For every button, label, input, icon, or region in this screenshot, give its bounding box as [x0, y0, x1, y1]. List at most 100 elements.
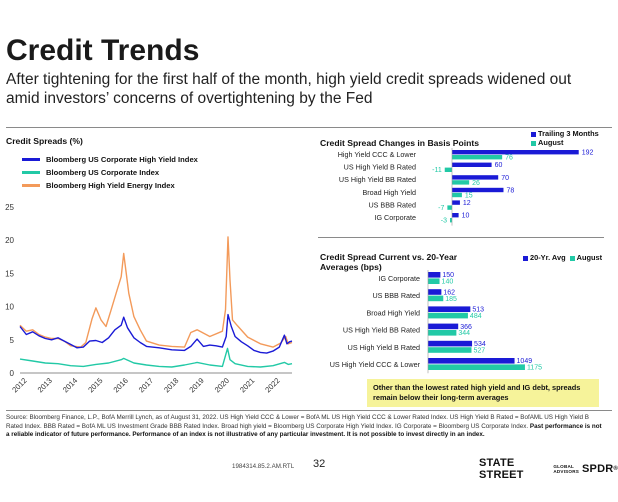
averages-data-label-0-5: 1049 — [517, 358, 533, 365]
legend-item-trailing: Trailing 3 Months — [531, 129, 599, 138]
line-chart-legend: Bloomberg US Corporate High Yield Index … — [22, 153, 198, 192]
averages-bar-1-3 — [428, 330, 457, 336]
averages-data-label-0-4: 534 — [474, 341, 486, 348]
averages-bar-0-3 — [428, 323, 459, 330]
legend-item-avg: 20-Yr. Avg — [523, 253, 566, 262]
averages-category-label-4: US High Yield B Rated — [348, 343, 420, 352]
averages-data-label-1-4: 527 — [473, 347, 485, 354]
averages-data-label-0-3: 366 — [460, 324, 472, 331]
averages-data-label-1-3: 344 — [458, 330, 470, 337]
brand-subtitle-2: ADVISORS — [553, 469, 579, 474]
changes-bar-1-3 — [452, 192, 462, 198]
brand-spdr: SPDR — [582, 463, 614, 475]
footer-code: 1984314.85.2.AM.RTL — [232, 463, 295, 470]
averages-bar-0-5 — [428, 358, 515, 364]
page-number: 32 — [313, 458, 326, 470]
changes-category-label-0: High Yield CCC & Lower — [338, 150, 417, 159]
changes-data-label-1-3: 15 — [465, 192, 473, 199]
changes-bar-0-3 — [452, 187, 504, 193]
series-line-1 — [19, 347, 293, 368]
legend-item-august-avg: August — [569, 253, 603, 262]
changes-category-label-5: IG Corporate — [374, 213, 416, 222]
changes-bar-1-5 — [450, 218, 452, 223]
footnote-disclaimer: Past performance is not a reliable indic… — [6, 422, 602, 439]
top-divider — [6, 127, 612, 128]
averages-bar-1-2 — [428, 312, 468, 319]
changes-bar-0-2 — [452, 175, 499, 180]
averages-bar-1-0 — [428, 278, 440, 284]
legend-swatch-avg — [523, 255, 528, 261]
changes-data-label-1-2: 26 — [472, 180, 480, 187]
y-tick-label-1: 5 — [10, 336, 15, 345]
averages-category-label-5: US High Yield CCC & Lower — [330, 360, 421, 369]
changes-data-label-0-4: 12 — [463, 200, 471, 207]
changes-bar-1-1 — [444, 167, 452, 172]
changes-chart: High Yield CCC & Lower 192 76 US High Yield… — [338, 148, 594, 226]
changes-data-label-1-5: -3 — [441, 218, 447, 225]
legend-swatch-trailing — [531, 131, 536, 137]
legend-item-ig: Bloomberg US Corporate Index — [22, 166, 198, 179]
changes-data-label-1-1: -11 — [432, 167, 442, 174]
averages-bar-0-0 — [428, 272, 441, 278]
averages-chart-legend: 20-Yr. Avg August — [523, 253, 602, 262]
legend-label-avg: 20-Yr. Avg — [530, 253, 566, 262]
averages-chart-title: Credit Spread Current vs. 20-Year Averag… — [320, 252, 458, 272]
legend-swatch-energy — [22, 184, 40, 187]
legend-label-august-changes: August — [538, 138, 564, 147]
averages-data-label-0-2: 513 — [472, 307, 484, 314]
averages-data-label-1-1: 185 — [445, 296, 457, 303]
legend-swatch-hy — [22, 158, 40, 161]
changes-bar-1-4 — [447, 205, 452, 210]
averages-category-label-3: US High Yield BB Rated — [343, 326, 420, 335]
brand-name: STATE STREET — [479, 457, 524, 481]
legend-item-hy: Bloomberg US Corporate High Yield Index — [22, 153, 198, 166]
changes-category-label-1: US High Yield B Rated — [344, 163, 416, 172]
legend-swatch-ig — [22, 171, 40, 174]
brand-subtitle-1: GLOBAL — [553, 464, 574, 469]
averages-data-label-0-1: 162 — [443, 289, 455, 296]
changes-category-label-4: US BBB Rated — [368, 200, 416, 209]
legend-swatch-august-changes — [531, 140, 536, 146]
brand-logo: STATE STREET GLOBAL ADVISORS SPDR ® — [479, 457, 618, 481]
averages-data-label-0-0: 150 — [442, 272, 454, 279]
changes-chart-title: Credit Spread Changes in Basis Points — [320, 138, 480, 148]
legend-label-ig: Bloomberg US Corporate Index — [46, 168, 160, 177]
brand-registered: ® — [613, 466, 618, 472]
changes-data-label-0-1: 60 — [495, 162, 503, 169]
averages-bar-1-1 — [428, 295, 444, 302]
changes-category-label-2: US High Yield BB Rated — [339, 175, 416, 184]
changes-bar-1-0 — [452, 155, 503, 160]
y-tick-label-4: 20 — [5, 236, 14, 245]
changes-data-label-0-5: 10 — [462, 213, 470, 220]
brand-subtitle: GLOBAL ADVISORS — [553, 464, 579, 474]
series-line-0 — [19, 313, 293, 354]
averages-category-label-1: US BBB Rated — [372, 291, 420, 300]
changes-bar-0-4 — [452, 200, 460, 205]
legend-label-energy: Bloomberg High Yield Energy Index — [46, 181, 175, 190]
footnote-source: Source: Bloomberg Finance, L.P., BofA Me… — [6, 414, 589, 430]
line-chart-title: Credit Spreads (%) — [6, 136, 83, 146]
changes-data-label-0-0: 192 — [582, 150, 594, 157]
averages-category-label-0: IG Corporate — [378, 274, 420, 283]
changes-bar-0-1 — [452, 162, 492, 167]
averages-data-label-1-0: 140 — [442, 279, 454, 286]
legend-label-hy: Bloomberg US Corporate High Yield Index — [46, 155, 198, 164]
averages-bar-0-1 — [428, 289, 442, 295]
legend-swatch-august-avg — [569, 255, 575, 261]
averages-bar-1-4 — [428, 347, 472, 353]
page-subtitle: After tightening for the first half of t… — [6, 71, 572, 107]
changes-category-label-3: Broad High Yield — [362, 188, 416, 197]
changes-chart-legend: Trailing 3 Months August — [531, 129, 599, 147]
footnote: Source: Bloomberg Finance, L.P., BofA Me… — [6, 414, 606, 440]
changes-bar-1-2 — [452, 180, 470, 185]
changes-bar-0-5 — [452, 213, 459, 218]
changes-data-label-0-3: 78 — [506, 187, 514, 194]
changes-bar-0-0 — [452, 150, 579, 155]
page-title: Credit Trends — [6, 34, 200, 67]
averages-bar-1-5 — [428, 364, 525, 370]
legend-label-august-avg: August — [576, 253, 603, 262]
legend-item-energy: Bloomberg High Yield Energy Index — [22, 179, 198, 192]
legend-item-august-changes: August — [531, 138, 599, 147]
y-tick-label-2: 10 — [5, 303, 14, 312]
bottom-divider — [6, 410, 612, 411]
